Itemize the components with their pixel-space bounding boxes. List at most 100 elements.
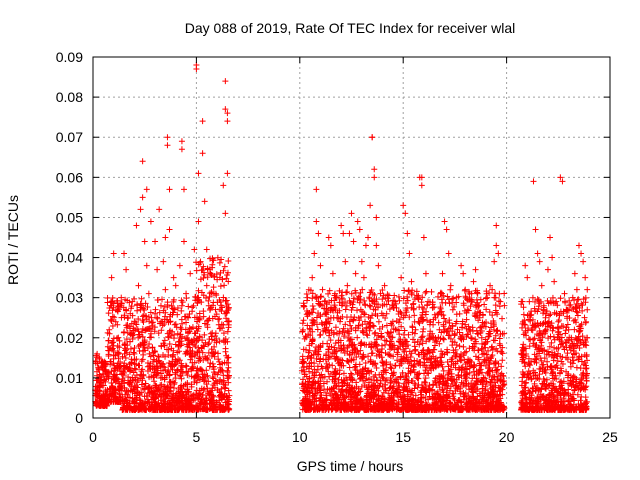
dense-point (370, 323, 377, 330)
dense-point (108, 368, 115, 375)
dense-point (114, 398, 121, 405)
dense-point (108, 380, 115, 387)
dense-point (114, 321, 121, 328)
dense-point (120, 398, 127, 405)
dense-point (210, 284, 217, 291)
dense-point (146, 350, 153, 357)
dense-point (183, 393, 190, 400)
dense-point (168, 363, 175, 370)
dense-point (105, 398, 112, 405)
dense-point (372, 329, 379, 336)
dense-point (499, 315, 506, 322)
dense-point (413, 288, 420, 295)
dense-point (224, 398, 231, 405)
dense-point (156, 309, 163, 316)
dense-point (301, 303, 308, 310)
dense-point (131, 399, 138, 406)
dense-point (145, 405, 152, 412)
dense-point (170, 347, 177, 354)
dense-point (110, 360, 117, 367)
dense-point (184, 372, 191, 379)
dense-point (365, 353, 372, 360)
dense-point (115, 355, 122, 362)
dense-point (216, 338, 223, 345)
dense-point (447, 286, 454, 293)
dense-point (225, 318, 232, 325)
dense-point (495, 298, 502, 305)
dense-point (155, 386, 162, 393)
dense-point (138, 302, 145, 309)
dense-point (217, 392, 224, 399)
dense-point (165, 319, 172, 326)
dense-point (206, 392, 213, 399)
dense-point (112, 394, 119, 401)
dense-point (147, 325, 154, 332)
dense-point (192, 297, 199, 304)
dense-point (184, 403, 191, 410)
dense-point (220, 406, 227, 413)
dense-point (107, 361, 114, 368)
dense-point (166, 341, 173, 348)
dense-point (121, 329, 128, 336)
dense-point (332, 324, 339, 331)
dense-point (329, 362, 336, 369)
dense-point (140, 399, 147, 406)
dense-point (343, 289, 350, 296)
dense-point (170, 385, 177, 392)
dense-point (160, 352, 167, 359)
dense-point (152, 382, 159, 389)
dense-point (394, 357, 401, 364)
dense-point (111, 387, 118, 394)
dense-point (149, 319, 156, 326)
dense-point (118, 300, 125, 307)
dense-point (129, 374, 136, 381)
dense-point (196, 406, 203, 413)
dense-point (219, 304, 226, 311)
dense-point (140, 371, 147, 378)
dense-point (216, 259, 223, 266)
dense-point (201, 371, 208, 378)
dense-point (171, 335, 178, 342)
dense-point (152, 395, 159, 402)
dense-point (382, 341, 389, 348)
dense-point (164, 303, 171, 310)
dense-point (92, 360, 99, 367)
dense-point (126, 338, 133, 345)
dense-point (133, 372, 140, 379)
dense-point (129, 335, 136, 342)
dense-point (155, 353, 162, 360)
dense-point (192, 343, 199, 350)
dense-point (204, 324, 211, 331)
dense-point (422, 289, 429, 296)
dense-point (202, 395, 209, 402)
dense-point (189, 324, 196, 331)
dense-point (194, 314, 201, 321)
dense-point (169, 328, 176, 335)
dense-point (111, 314, 118, 321)
dense-point (178, 368, 185, 375)
dense-point (107, 344, 114, 351)
dense-point (114, 349, 121, 356)
dense-point (224, 328, 231, 335)
dense-point (581, 314, 588, 321)
dense-point (218, 405, 225, 412)
dense-point (171, 402, 178, 409)
dense-point (137, 405, 144, 412)
dense-point (118, 294, 125, 301)
dense-point (143, 392, 150, 399)
dense-point (499, 357, 506, 364)
dense-point (148, 373, 155, 380)
dense-point (467, 334, 474, 341)
dense-point (148, 314, 155, 321)
dense-point (207, 305, 214, 312)
dense-point (199, 337, 206, 344)
dense-point (164, 346, 171, 353)
dense-point (114, 300, 121, 307)
dense-point (494, 311, 501, 318)
dense-point (148, 388, 155, 395)
dense-point (178, 362, 185, 369)
dense-point (219, 360, 226, 367)
dense-point (131, 318, 138, 325)
dense-point (213, 271, 220, 278)
dense-point (196, 354, 203, 361)
